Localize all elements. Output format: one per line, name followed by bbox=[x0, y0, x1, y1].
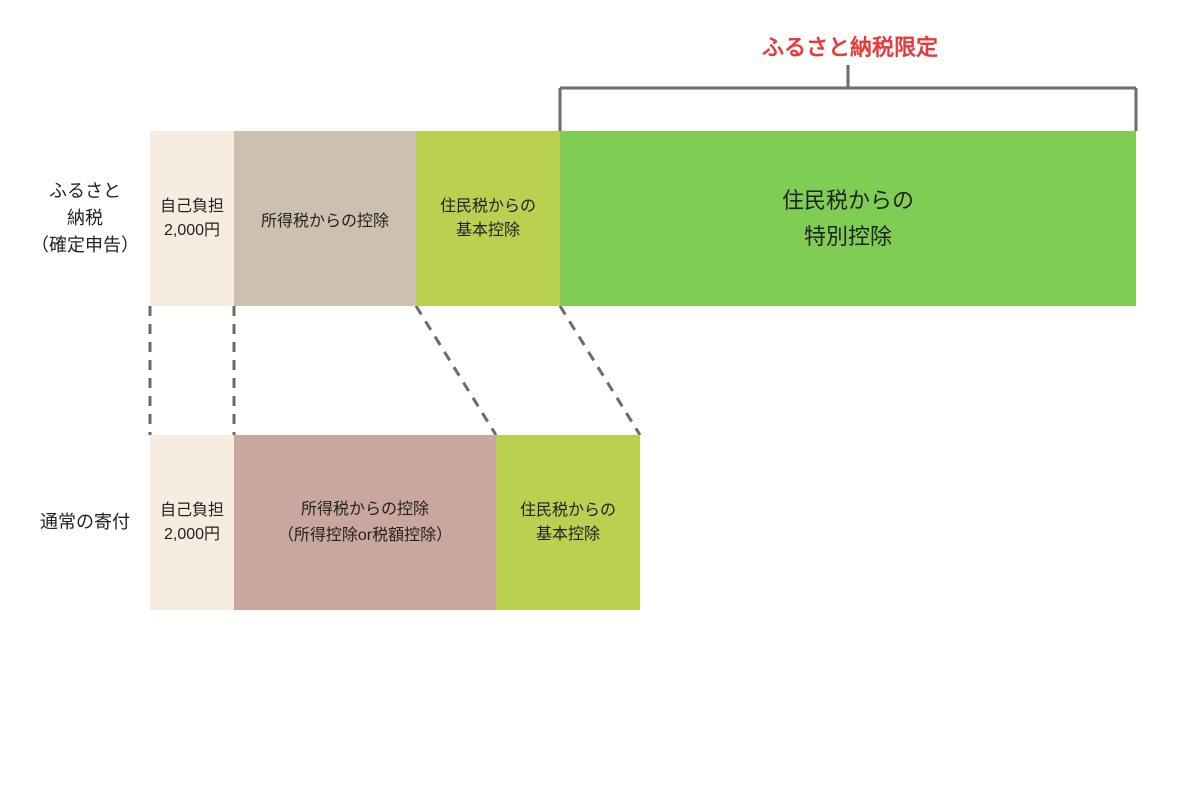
seg-bottom-self: 自己負担 2,000円 bbox=[150, 435, 234, 610]
seg-top-income-text: 所得税からの控除 bbox=[261, 207, 389, 231]
seg-bottom-income-l1: 所得税からの控除 bbox=[301, 501, 429, 518]
row-label-furusato-l3: （確定申告） bbox=[31, 235, 139, 255]
seg-top-self-l1: 自己負担 bbox=[160, 198, 224, 215]
seg-bottom-income: 所得税からの控除 （所得控除or税額控除） bbox=[234, 435, 496, 610]
seg-top-self-l2: 2,000円 bbox=[164, 222, 220, 239]
row-label-furusato: ふるさと 納税 （確定申告） bbox=[20, 131, 150, 306]
seg-top-special-l2: 特別控除 bbox=[804, 224, 892, 249]
seg-bottom-basic-l1: 住民税からの bbox=[520, 502, 616, 519]
diagram-stage: ふるさと納税限定 ふるさと 納税 （確定申告 bbox=[0, 0, 1200, 800]
seg-bottom-basic-l2: 基本控除 bbox=[536, 526, 600, 543]
bracket-svg bbox=[0, 0, 1200, 800]
seg-bottom-self-l1: 自己負担 bbox=[160, 502, 224, 519]
seg-bottom-income-l2: （所得控除or税額控除） bbox=[278, 527, 452, 544]
seg-top-basic-l2: 基本控除 bbox=[456, 222, 520, 239]
seg-bottom-basic: 住民税からの 基本控除 bbox=[496, 435, 640, 610]
row-label-normal-text: 通常の寄付 bbox=[40, 509, 130, 536]
seg-top-income: 所得税からの控除 bbox=[234, 131, 416, 306]
row-label-furusato-l2: 納税 bbox=[67, 208, 103, 228]
seg-top-self: 自己負担 2,000円 bbox=[150, 131, 234, 306]
row-label-normal: 通常の寄付 bbox=[20, 435, 150, 610]
seg-top-special: 住民税からの 特別控除 bbox=[560, 131, 1136, 306]
row-label-furusato-l1: ふるさと bbox=[49, 181, 121, 201]
seg-top-basic: 住民税からの 基本控除 bbox=[416, 131, 560, 306]
seg-top-special-l1: 住民税からの bbox=[782, 188, 914, 213]
seg-bottom-self-l2: 2,000円 bbox=[164, 526, 220, 543]
seg-top-basic-l1: 住民税からの bbox=[440, 198, 536, 215]
